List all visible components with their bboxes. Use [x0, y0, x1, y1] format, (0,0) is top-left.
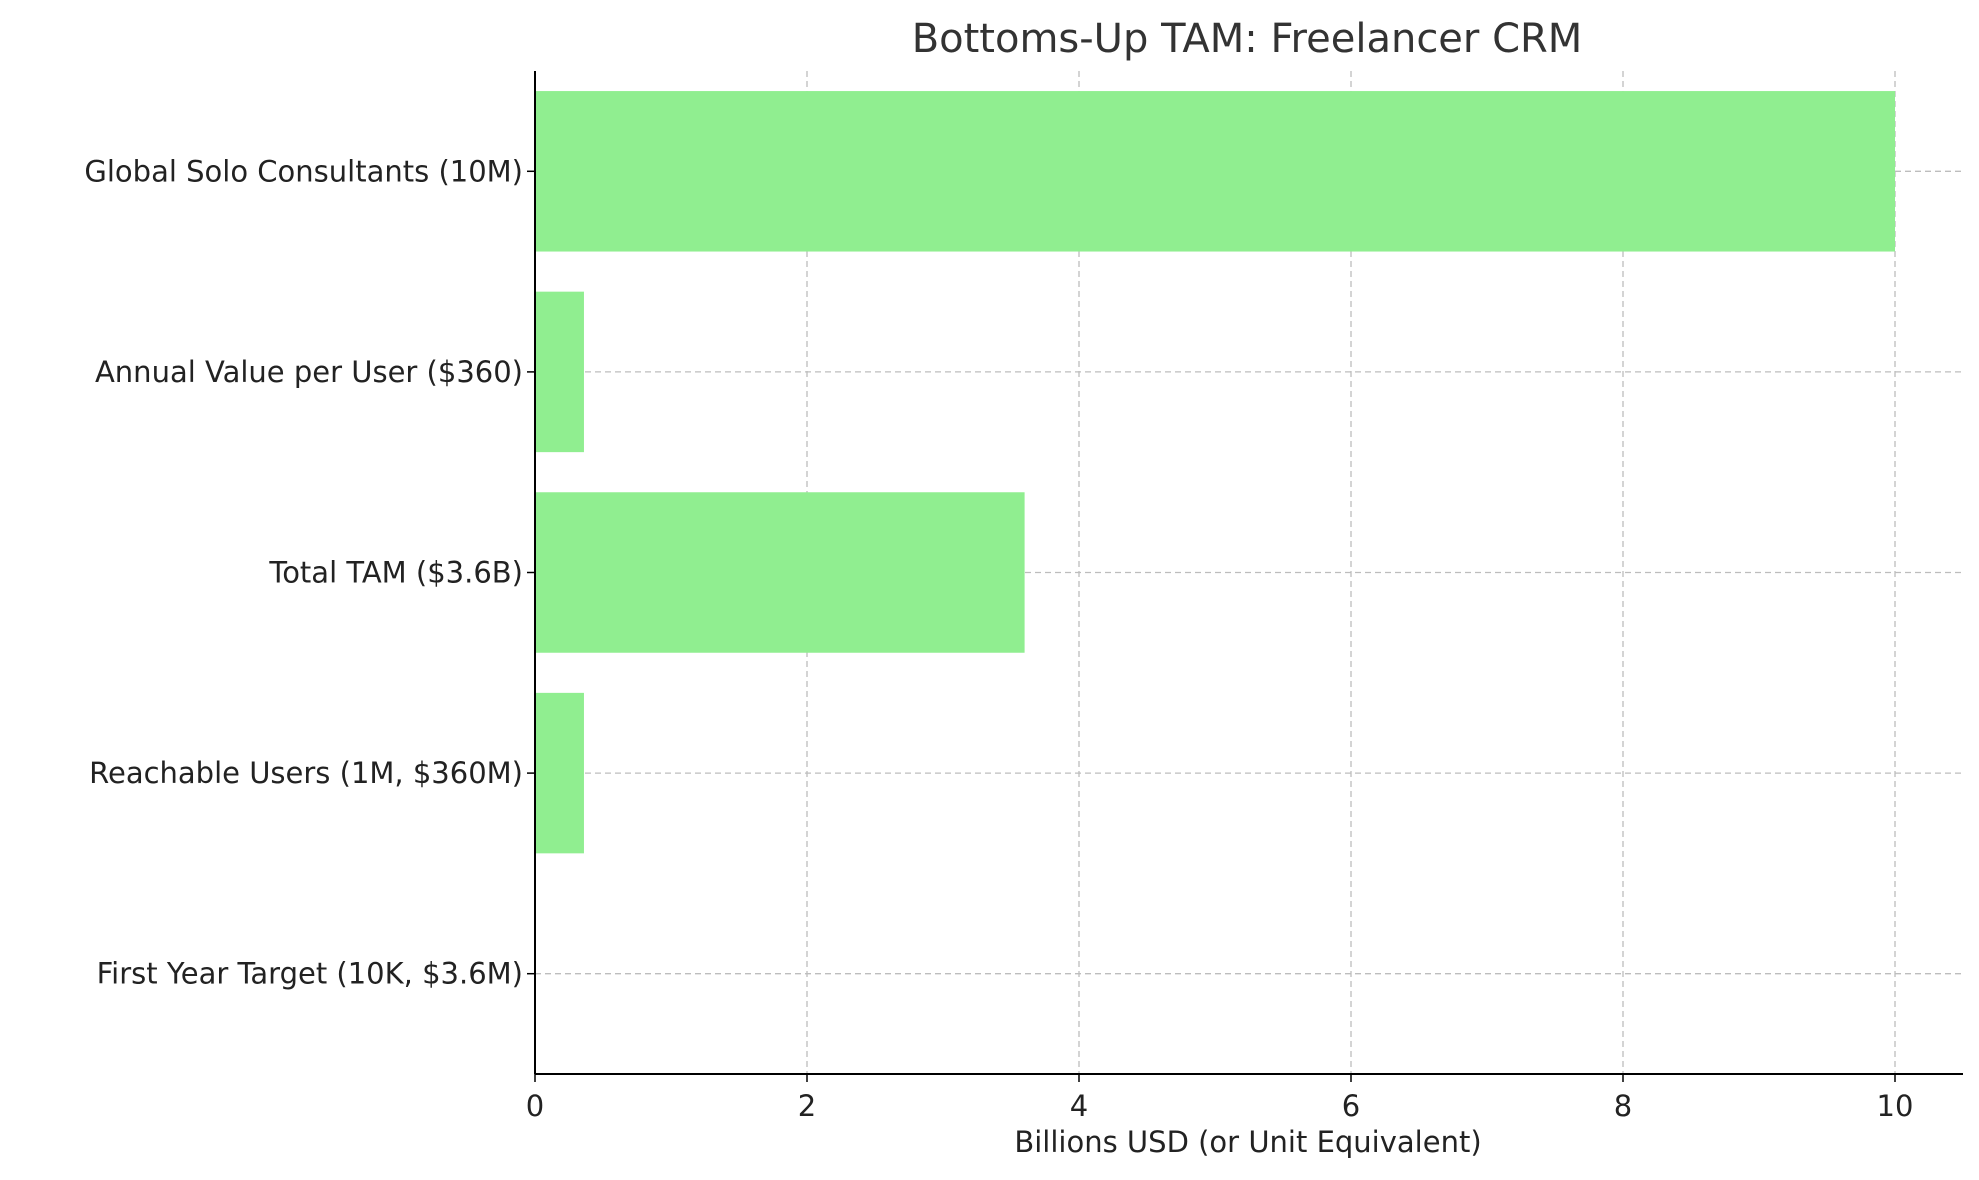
y-tick-label: Annual Value per User ($360) — [95, 355, 523, 389]
x-tick-label: 8 — [1614, 1089, 1632, 1123]
x-tick-label: 2 — [798, 1089, 816, 1123]
bar — [535, 91, 1895, 252]
x-tick-label: 0 — [526, 1089, 544, 1123]
bar — [535, 492, 1025, 653]
x-tick-label: 6 — [1342, 1089, 1360, 1123]
y-tick-label: Global Solo Consultants (10M) — [84, 154, 523, 188]
bar — [535, 692, 584, 854]
x-axis-label: Billions USD (or Unit Equivalent) — [1014, 1125, 1481, 1159]
y-tick-label: First Year Target (10K, $3.6M) — [97, 957, 523, 991]
chart-title: Bottoms-Up TAM: Freelancer CRM — [912, 16, 1583, 62]
x-tick-label: 4 — [1070, 1089, 1088, 1123]
y-tick-labels: Global Solo Consultants (10M) Annual Valu… — [84, 154, 535, 991]
grid — [535, 71, 1963, 1074]
bar — [535, 291, 584, 453]
x-tick-labels: 0 2 4 6 8 10 — [526, 1074, 1914, 1123]
bars — [535, 91, 1895, 1054]
y-tick-label: Reachable Users (1M, $360M) — [89, 756, 523, 790]
y-tick-label: Total TAM ($3.6B) — [268, 556, 523, 590]
x-tick-label: 10 — [1877, 1089, 1914, 1123]
